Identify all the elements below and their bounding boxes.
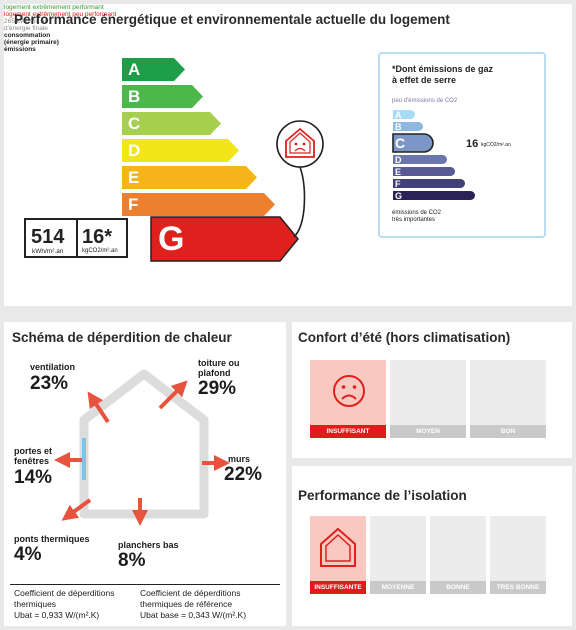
house-heat-diagram (54, 369, 230, 526)
dpe-rating-letter: G (158, 219, 185, 258)
insulation-level-good: BONNE (430, 516, 486, 594)
gas-class-bar-e (393, 167, 455, 176)
heat-roof-label-line1: toiture ou (198, 358, 240, 368)
heat-roof-percent: 29% (198, 378, 237, 399)
comfort-level-label: MOYEN (390, 425, 466, 438)
house-outline-icon (320, 527, 356, 567)
comfort-level-label: INSUFFISANT (310, 425, 386, 438)
heat-floor-label: planchers bas (118, 540, 179, 550)
consumption-value: 514 (31, 226, 65, 248)
gas-emissions-box: *Dont émissions de gaz à effet de serre … (378, 52, 546, 238)
gas-class-letter: A (395, 109, 402, 120)
consumption-label-line2: (énergie primaire) (4, 39, 59, 46)
insulation-level-insufficient: INSUFFISANTE (310, 516, 366, 594)
gas-low-label: peu d'émissions de CO2 (392, 98, 458, 104)
insulation-level-label: BONNE (430, 581, 486, 594)
heat-bridges-label: ponts thermiques (14, 534, 90, 544)
comfort-level-medium: MOYEN (390, 360, 466, 438)
comfort-level-good: BON (470, 360, 546, 438)
insulation-panel: Performance de l’isolation INSUFFISANTE … (292, 466, 572, 626)
summer-comfort-panel: Confort d’été (hors climatisation) INSUF… (292, 322, 572, 458)
dpe-class-bar-a (122, 58, 185, 81)
dpe-class-letter: D (128, 140, 141, 160)
coef-ubat-base: Coefficient de déperditions thermiques d… (140, 588, 247, 620)
gas-high-label-line2: très importantes (392, 217, 436, 223)
coef-ubat: Coefficient de déperditions thermiques U… (14, 588, 115, 620)
insulation-level-label: INSUFFISANTE (310, 581, 366, 594)
coef-divider (10, 584, 280, 585)
heat-ventilation-percent: 23% (30, 373, 69, 394)
insulation-level-label: MOYENNE (370, 581, 426, 594)
gas-value: 16 (466, 138, 479, 150)
dpe-rating-bar-g (150, 216, 299, 262)
dpe-top-label: logement extrêmement performant (4, 4, 104, 11)
gas-class-letter: G (395, 190, 403, 201)
dpe-class-bar-e (122, 166, 257, 189)
heat-doors-label-line1: portes et (14, 446, 53, 456)
heat-doors-label-line2: fenêtres (14, 456, 50, 466)
gas-class-letter: E (395, 166, 402, 177)
heat-walls-label: murs (228, 454, 251, 464)
heat-bridges-percent: 4% (14, 544, 42, 565)
summer-comfort-title: Confort d’été (hors climatisation) (298, 330, 511, 345)
emissions-value: 16* (82, 226, 113, 248)
comfort-level-label: BON (470, 425, 546, 438)
dpe-class-letter: F (128, 194, 139, 214)
gas-class-letter: F (395, 178, 401, 189)
gas-title-line2: à effet de serre (392, 75, 457, 85)
dpe-class-bar-d (122, 139, 239, 162)
gas-class-bar-a (393, 110, 415, 119)
gas-class-bar-g (393, 191, 475, 200)
dpe-class-letter: B (128, 86, 141, 106)
heat-floor-percent: 8% (118, 550, 146, 571)
emissions-unit: kgCO2/m².an (82, 248, 118, 254)
gas-class-bar-f (393, 179, 465, 188)
emissions-label: émissions (4, 46, 36, 53)
sad-face-icon (333, 375, 365, 407)
gas-class-letter: B (395, 121, 402, 132)
comfort-level-insufficient: INSUFFISANT (310, 360, 386, 438)
gas-class-letter: D (395, 154, 402, 165)
dpe-class-letter: C (128, 113, 141, 133)
dpe-class-bar-f (122, 193, 275, 216)
heat-roof-label-line2: plafond (198, 368, 231, 378)
sad-house-icon (276, 120, 324, 238)
gas-class-bar-d (393, 155, 447, 164)
heat-walls-percent: 22% (224, 464, 263, 485)
heat-loss-panel: Schéma de déperdition de chaleur ventila… (4, 322, 286, 626)
gas-high-label-line1: émissions de CO2 (392, 210, 442, 216)
consumption-label-line1: consommation (4, 32, 51, 39)
gas-class-bar-c (392, 133, 434, 153)
gas-title-line1: *Dont émissions de gaz (392, 64, 494, 74)
gas-class-bar-b (393, 122, 423, 131)
final-energy-line2: d'énergie finale (4, 25, 48, 32)
dpe-title: Performance énergétique et environnement… (14, 12, 450, 27)
heat-doors-percent: 14% (14, 467, 53, 488)
dpe-panel: Performance énergétique et environnement… (4, 4, 572, 306)
dpe-class-bar-b (122, 85, 203, 108)
gas-unit: kgCO2/m².an (481, 142, 511, 148)
heat-loss-title: Schéma de déperdition de chaleur (12, 330, 232, 345)
gas-class-letter: C (395, 135, 406, 151)
dpe-class-letter: E (128, 167, 140, 187)
insulation-level-label: TRES BONNE (490, 581, 546, 594)
insulation-level-very-good: TRES BONNE (490, 516, 546, 594)
dpe-bottom-label: logement extrêmement peu performant (4, 11, 117, 18)
insulation-level-medium: MOYENNE (370, 516, 426, 594)
consumption-box: 514 kWh/m².an 16* kgCO2/m².an (24, 218, 128, 258)
heat-ventilation-label: ventilation (30, 362, 76, 372)
insulation-title: Performance de l’isolation (298, 488, 467, 503)
dpe-class-bar-c (122, 112, 221, 135)
consumption-unit: kWh/m².an (32, 248, 64, 255)
dpe-class-letter: A (128, 59, 141, 79)
final-energy-line1: 265 kWh/m².an (4, 18, 49, 25)
